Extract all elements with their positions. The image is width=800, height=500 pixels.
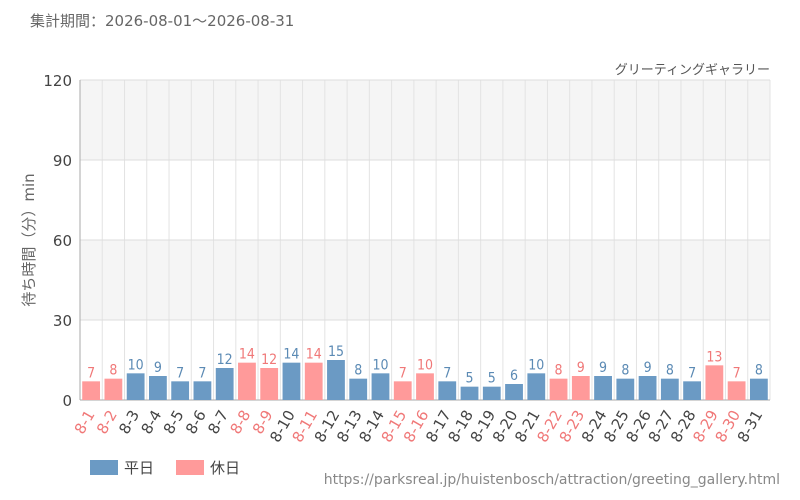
y-tick-label: 60 [53, 232, 72, 250]
data-label: 8 [555, 363, 563, 379]
data-label: 10 [528, 357, 544, 373]
data-label: 6 [510, 368, 518, 384]
bar-8-1-holiday [82, 381, 101, 400]
data-label: 8 [109, 363, 117, 379]
grid-layer [79, 79, 771, 401]
data-label: 14 [239, 347, 255, 363]
bar-8-17-weekday [438, 381, 457, 400]
bar-8-27-weekday [660, 378, 679, 400]
legend-swatch-weekday [90, 460, 118, 475]
x-tick-label: 8-2 [93, 407, 121, 437]
bar-8-22-holiday [549, 378, 568, 400]
data-label: 10 [128, 357, 144, 373]
bar-8-30-holiday [727, 381, 746, 400]
period-label: 集計期間：2026-08-01～2026-08-31 [30, 12, 295, 30]
x-tick-label: 8-1 [71, 407, 99, 437]
y-tick-label: 120 [43, 72, 72, 90]
x-tick-label: 8-6 [182, 407, 210, 437]
bar-8-8-holiday [238, 362, 256, 400]
y-axis-label: 待ち時間（分）min [20, 173, 38, 306]
bar-8-11-holiday [304, 362, 323, 400]
bar-8-9-holiday [260, 368, 279, 400]
bar-layer [82, 360, 768, 400]
plot-band-lower [80, 240, 770, 320]
bar-8-4-weekday [149, 376, 167, 400]
data-label: 5 [488, 371, 496, 387]
data-label: 9 [154, 360, 162, 376]
bar-8-29-holiday [705, 365, 724, 400]
data-label: 14 [306, 347, 322, 363]
bar-8-23-holiday [571, 376, 590, 400]
chart-title: グリーティングギャラリー [615, 63, 770, 78]
bar-8-13-weekday [349, 378, 368, 400]
data-label: 7 [443, 365, 451, 381]
data-label: 8 [621, 363, 629, 379]
bar-8-20-weekday [505, 384, 523, 400]
y-tick-label: 90 [53, 152, 72, 170]
data-label: 12 [261, 352, 277, 368]
data-label: 15 [328, 344, 344, 360]
bar-8-15-holiday [393, 381, 412, 400]
legend-item-weekday: 平日 [90, 457, 154, 478]
legend-swatch-holiday [176, 460, 205, 475]
wait-time-chart: 0 30 60 90 120 7 8-1 8 8-2 10 8-3 9 8-4 7 8-5 7 8-6 12 8-7… [20, 63, 771, 445]
data-label: 5 [466, 371, 474, 387]
bar-8-7-weekday [215, 368, 234, 400]
bar-8-12-weekday [327, 360, 345, 400]
data-label: 9 [599, 360, 607, 376]
bar-8-24-weekday [594, 376, 612, 400]
data-label: 7 [176, 365, 184, 381]
data-label: 14 [283, 347, 299, 363]
data-label: 13 [706, 349, 722, 365]
bar-8-19-weekday [482, 386, 501, 400]
x-tick-label: 8-31 [734, 407, 767, 445]
data-label: 8 [666, 363, 674, 379]
data-label: 7 [87, 365, 95, 381]
bar-8-18-weekday [460, 386, 479, 400]
bar-8-3-weekday [126, 373, 145, 400]
bar-8-5-weekday [171, 381, 190, 400]
data-label: 9 [644, 360, 652, 376]
bar-8-14-weekday [371, 373, 390, 400]
legend-label-holiday: 休日 [210, 459, 241, 477]
bar-8-10-weekday [282, 362, 301, 400]
bar-8-6-weekday [193, 381, 212, 400]
data-label: 7 [733, 365, 741, 381]
data-label: 10 [372, 357, 388, 373]
bar-8-26-weekday [638, 376, 657, 400]
data-label: 12 [217, 352, 233, 368]
chart-legend: 平日 休日 [90, 457, 240, 478]
x-tick-label: 8-7 [204, 407, 232, 437]
data-label: 7 [198, 365, 206, 381]
x-tick-label: 8-4 [138, 407, 166, 437]
bar-8-2-holiday [104, 378, 123, 400]
source-url: https://parksreal.jp/huistenbosch/attrac… [323, 472, 780, 488]
y-tick-label: 0 [62, 392, 72, 410]
x-tick-label: 8-8 [227, 407, 255, 437]
data-label: 9 [577, 360, 585, 376]
x-tick-label: 8-3 [115, 407, 143, 437]
y-tick-label: 30 [53, 312, 72, 330]
legend-item-holiday: 休日 [176, 457, 240, 478]
bar-8-16-holiday [416, 373, 434, 400]
bar-8-21-weekday [527, 373, 546, 400]
data-label: 8 [755, 363, 763, 379]
legend-label-weekday: 平日 [124, 459, 155, 477]
plot-band-upper [80, 80, 770, 160]
data-label: 7 [688, 365, 696, 381]
x-tick-label: 8-5 [160, 407, 188, 437]
bar-8-25-weekday [616, 378, 635, 400]
data-label: 8 [354, 363, 362, 379]
bar-8-31-weekday [749, 378, 768, 400]
data-label: 7 [399, 365, 407, 381]
bar-8-28-weekday [683, 381, 701, 400]
data-label: 10 [417, 357, 433, 373]
